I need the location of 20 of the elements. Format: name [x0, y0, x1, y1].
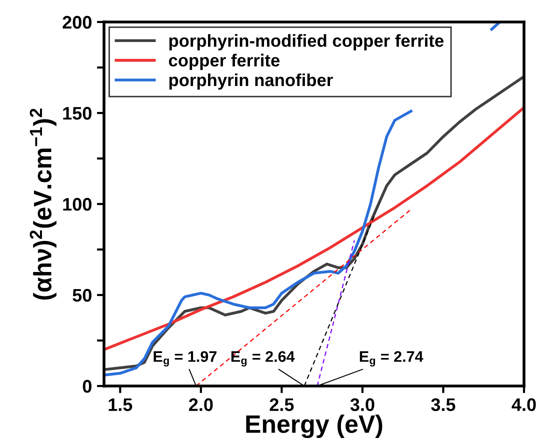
- x-axis-title: Energy (eV): [246, 414, 382, 438]
- y-axis-title: (αhν)$^{2}$(eV.cm$^{−1}$)$^{2}$: [30, 108, 56, 300]
- legend-label: porphyrin nanofiber: [169, 73, 333, 90]
- y-tick-label: 50: [72, 288, 92, 302]
- x-tick-label: 3.0: [350, 398, 374, 412]
- annotation: E$_{g}$ = 2.74: [360, 351, 424, 366]
- x-tick-label: 4.0: [512, 398, 536, 412]
- line-series: [104, 106, 524, 351]
- x-tick-label: 3.5: [431, 398, 456, 412]
- x-tick-label: 1.5: [108, 398, 132, 412]
- y-tick-label: 100: [63, 198, 92, 211]
- x-tick-label: 2.5: [270, 398, 294, 412]
- x-tick-label: 2.0: [189, 398, 213, 412]
- y-tick-label: 200: [62, 16, 92, 29]
- y-tick-label: 0: [82, 380, 92, 393]
- legend-label: porphyrin-modified copper ferrite: [169, 34, 444, 50]
- annotation: E$_{g}$ = 2.64: [231, 351, 295, 366]
- y-tick-label: 150: [63, 106, 92, 120]
- legend-label: copper ferrite: [168, 54, 280, 70]
- annotation: E$_{g}$ = 1.97: [154, 351, 216, 366]
